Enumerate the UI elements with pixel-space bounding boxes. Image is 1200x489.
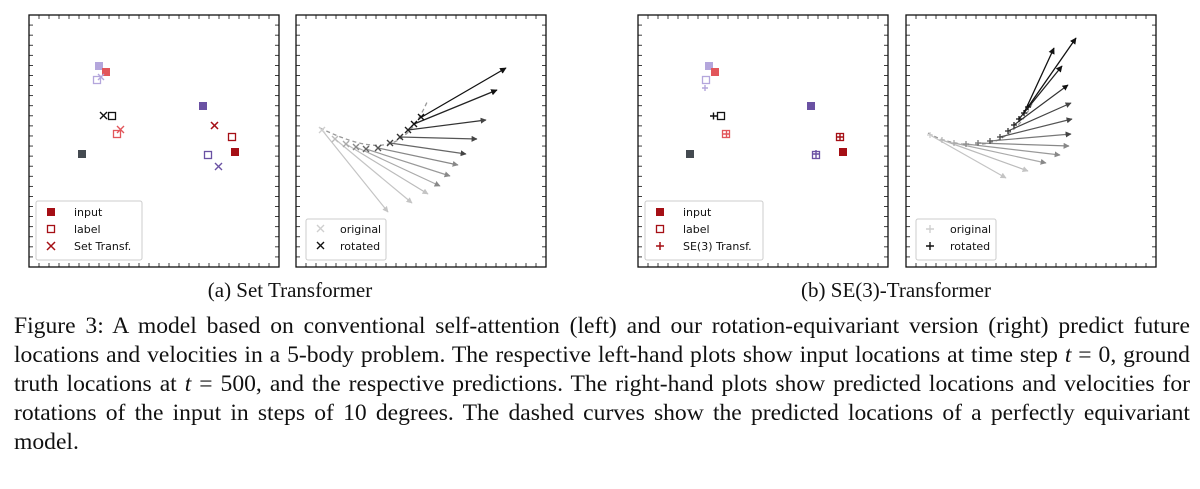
- plot-a-left: input label Set Transf.: [28, 14, 280, 268]
- legend-pred-label: SE(3) Transf.: [683, 240, 752, 253]
- subcaption-b: (b) SE(3)-Transformer: [801, 278, 991, 302]
- legend-original-marker: [926, 225, 934, 233]
- plot-a-right: original rotated: [295, 14, 547, 268]
- legend-input-marker: [656, 208, 664, 216]
- legend-input-marker: [47, 208, 55, 216]
- legend-pred-marker: [46, 241, 56, 251]
- legend-rotated-marker: [316, 241, 325, 250]
- plot-b-left: input label SE(3) Transf.: [637, 14, 889, 268]
- legend-original-label: original: [950, 223, 991, 236]
- legend-label-marker: [655, 224, 665, 234]
- legend-original-label: original: [340, 223, 381, 236]
- caption-label: Figure 3:: [14, 313, 104, 339]
- legend-rotated-label: rotated: [340, 240, 380, 253]
- caption-var-t-2: t: [184, 371, 192, 397]
- caption-var-t-1: t: [1064, 342, 1072, 368]
- caption-text-1: A model based on conventional self-atten…: [14, 313, 1190, 368]
- plot-b-right: original rotated: [905, 14, 1157, 268]
- legend-original-marker: [316, 224, 325, 233]
- subcaption-a: (a) Set Transformer: [208, 278, 372, 302]
- legend-label-label: label: [74, 223, 101, 236]
- legend-input-label: input: [683, 206, 712, 219]
- figure-caption: Figure 3: A model based on conventional …: [14, 312, 1190, 457]
- legend-label-marker: [46, 224, 56, 234]
- legend-pred-marker: [656, 242, 664, 250]
- caption-text-2: = 0, ground truth locations at: [14, 342, 1190, 397]
- caption-text-3: = 500, and the respective predictions. T…: [14, 371, 1190, 455]
- legend-label-label: label: [683, 223, 710, 236]
- legend-pred-label: Set Transf.: [74, 240, 131, 253]
- figure-3: input label Set Transf.: [28, 14, 1157, 302]
- legend-rotated-label: rotated: [950, 240, 990, 253]
- legend-input-label: input: [74, 206, 103, 219]
- legend-rotated-marker: [926, 242, 934, 250]
